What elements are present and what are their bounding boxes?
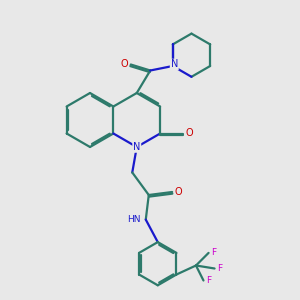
- Text: O: O: [175, 187, 183, 197]
- Text: F: F: [212, 248, 217, 257]
- Text: F: F: [206, 276, 211, 285]
- Text: F: F: [218, 264, 223, 273]
- Text: N: N: [171, 59, 178, 70]
- Text: N: N: [133, 142, 140, 152]
- Text: HN: HN: [128, 215, 141, 224]
- Text: O: O: [120, 59, 128, 70]
- Text: O: O: [185, 128, 193, 139]
